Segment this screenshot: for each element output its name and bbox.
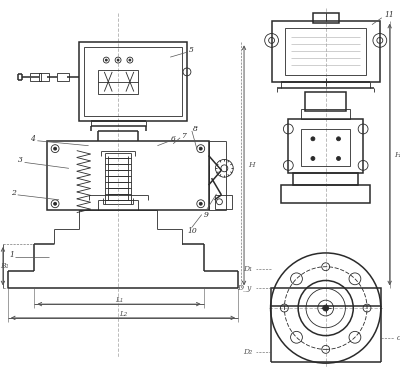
Text: D_у: D_у <box>238 284 252 293</box>
Text: 2: 2 <box>11 189 16 197</box>
Bar <box>272 21 380 82</box>
Bar <box>30 73 41 81</box>
Circle shape <box>117 59 119 61</box>
Text: H: H <box>394 150 400 159</box>
Text: 8: 8 <box>192 125 197 133</box>
Circle shape <box>311 137 315 141</box>
Bar <box>313 13 338 23</box>
Circle shape <box>199 202 202 205</box>
Bar <box>84 47 182 116</box>
Circle shape <box>336 137 340 141</box>
Circle shape <box>199 147 202 150</box>
Text: 6: 6 <box>171 135 176 143</box>
Bar <box>214 195 232 209</box>
Bar <box>39 73 49 81</box>
Bar <box>301 109 350 119</box>
Text: H: H <box>248 161 254 169</box>
Text: 10: 10 <box>187 227 197 235</box>
Circle shape <box>105 59 107 61</box>
Bar <box>288 119 363 173</box>
Circle shape <box>54 147 56 150</box>
Text: L₂: L₂ <box>119 310 127 318</box>
Bar <box>79 42 187 121</box>
Text: 3: 3 <box>18 156 23 164</box>
Circle shape <box>129 59 131 61</box>
Bar <box>301 129 350 166</box>
Text: 7: 7 <box>180 132 186 140</box>
Text: 5: 5 <box>188 46 193 54</box>
Text: d: d <box>396 334 400 341</box>
Bar <box>47 141 209 210</box>
Text: B₁: B₁ <box>0 262 9 270</box>
Text: D₂: D₂ <box>243 348 252 356</box>
Bar <box>305 92 346 111</box>
Text: 1: 1 <box>9 251 14 259</box>
Text: L₁: L₁ <box>115 296 123 304</box>
Bar <box>293 173 358 185</box>
Circle shape <box>336 156 340 161</box>
Text: 9: 9 <box>204 211 209 218</box>
Circle shape <box>323 305 329 311</box>
Bar <box>271 288 381 306</box>
Bar <box>98 70 138 94</box>
Bar <box>57 73 69 81</box>
Text: 4: 4 <box>30 135 35 143</box>
Text: 11: 11 <box>385 11 394 19</box>
Circle shape <box>54 202 56 205</box>
Bar <box>285 27 366 75</box>
Bar <box>282 185 370 203</box>
Text: D₁: D₁ <box>243 265 252 273</box>
Circle shape <box>311 156 315 161</box>
